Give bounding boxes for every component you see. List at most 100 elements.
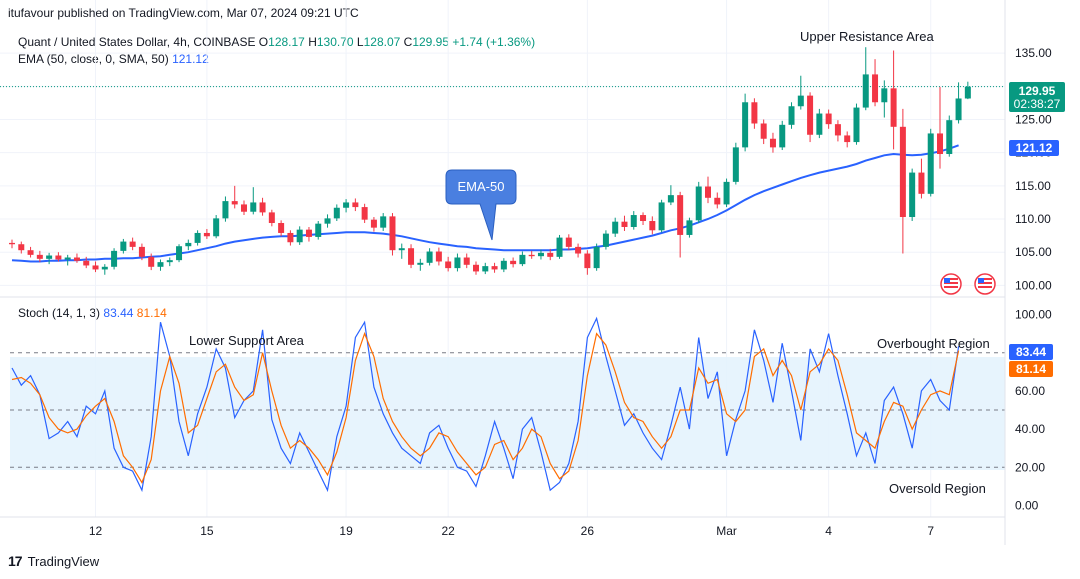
stoch-d-line [11, 331, 960, 484]
candle [9, 239, 15, 249]
candle [101, 264, 108, 275]
candle [909, 168, 916, 222]
candle [927, 128, 934, 197]
candle [955, 82, 962, 124]
tradingview-logo-text: TradingView [27, 553, 100, 569]
candle [853, 103, 860, 145]
time-tick-label: 22 [441, 524, 455, 538]
candle [138, 243, 145, 261]
ema-layer [11, 144, 959, 263]
bar-countdown: 02:38:27 [1014, 97, 1061, 111]
candle [964, 81, 971, 100]
candle [482, 262, 489, 275]
ohlc-high-label: H [308, 35, 317, 49]
candle [742, 93, 749, 152]
candle [324, 214, 331, 228]
candle [881, 80, 888, 118]
candle [714, 192, 721, 209]
price-tick-label: 125.00 [1015, 113, 1052, 127]
stoch-d-value: 81.14 [136, 306, 167, 320]
candle [862, 47, 869, 111]
candle [305, 226, 312, 242]
candle [816, 108, 823, 139]
stoch-d-badge-value: 81.14 [1016, 362, 1046, 376]
candle [315, 221, 322, 240]
candle [287, 230, 294, 246]
candle [166, 257, 173, 267]
candle [370, 217, 377, 232]
stoch-layer [11, 316, 960, 493]
candle [36, 250, 43, 263]
candle [445, 256, 452, 272]
candle [203, 228, 210, 239]
candle [602, 230, 609, 250]
ema-callout-bubble [445, 169, 517, 241]
candle [463, 253, 470, 269]
candle [565, 234, 572, 251]
candle [389, 213, 396, 256]
ema50-line [11, 144, 959, 263]
candle [705, 176, 711, 204]
ema-callout-text: EMA-50 [458, 179, 505, 194]
stoch-tick-label: 60.00 [1015, 384, 1045, 398]
time-axis[interactable]: 12 15 19 22 26 Mar 4 7 [89, 524, 935, 538]
candle [872, 59, 879, 107]
time-tick-label: 4 [825, 524, 832, 538]
upper-resistance-label: Upper Resistance Area [800, 29, 934, 44]
symbol-name: Quant / United States Dollar, 4h, COINBA… [18, 35, 256, 49]
candle [769, 132, 776, 153]
symbol-legend: Quant / United States Dollar, 4h, COINBA… [18, 35, 535, 49]
candle [844, 131, 851, 148]
candle [268, 209, 275, 227]
candle [797, 75, 804, 110]
time-tick-label: 26 [581, 524, 595, 538]
us-flag-icon[interactable] [974, 273, 996, 295]
candle [500, 258, 507, 273]
candle [667, 185, 674, 206]
candle [120, 238, 127, 254]
stoch-legend-label: Stoch (14, 1, 3) [18, 306, 101, 320]
candle [547, 248, 554, 261]
us-flag-icon[interactable] [940, 273, 962, 295]
price-tick-label: 100.00 [1015, 278, 1052, 292]
candle [473, 261, 479, 275]
price-axis[interactable]: 135.00130.00125.00120.00115.00110.00105.… [1015, 46, 1052, 512]
time-tick-label: Mar [716, 524, 737, 538]
candle [732, 142, 739, 185]
stoch-tick-label: 100.00 [1015, 308, 1052, 322]
candle [296, 226, 303, 245]
oversold-label: Oversold Region [889, 481, 986, 496]
candle [361, 203, 368, 224]
time-tick-label: 12 [89, 524, 103, 538]
candle [241, 200, 247, 216]
price-tick-label: 110.00 [1015, 212, 1051, 226]
ohlc-open-label: O [258, 35, 269, 49]
candle [649, 216, 656, 235]
candle [825, 109, 832, 129]
candle [129, 237, 136, 251]
ohlc-close-value: 129.95 [412, 35, 450, 49]
candle [807, 92, 814, 143]
candle [259, 197, 266, 216]
stoch-legend: Stoch (14, 1, 3) 83.44 81.14 [18, 306, 167, 320]
candle [417, 258, 424, 271]
candle [612, 217, 619, 237]
candle [435, 247, 442, 266]
candle [18, 241, 25, 254]
last-price-badge: 129.95 02:38:27 [1009, 82, 1065, 112]
candle [899, 108, 906, 254]
candle [352, 198, 359, 212]
tradingview-logo[interactable]: 17 TradingView [8, 553, 99, 569]
candle [250, 187, 257, 215]
tradingview-logo-icon: 17 [8, 553, 23, 569]
candle [222, 196, 229, 222]
candle [946, 115, 953, 157]
candle [157, 259, 164, 271]
candle [46, 252, 53, 265]
price-tick-label: 115.00 [1015, 179, 1051, 193]
candle [64, 254, 71, 266]
candle [575, 243, 582, 258]
candle [148, 253, 155, 271]
candle [426, 248, 433, 266]
